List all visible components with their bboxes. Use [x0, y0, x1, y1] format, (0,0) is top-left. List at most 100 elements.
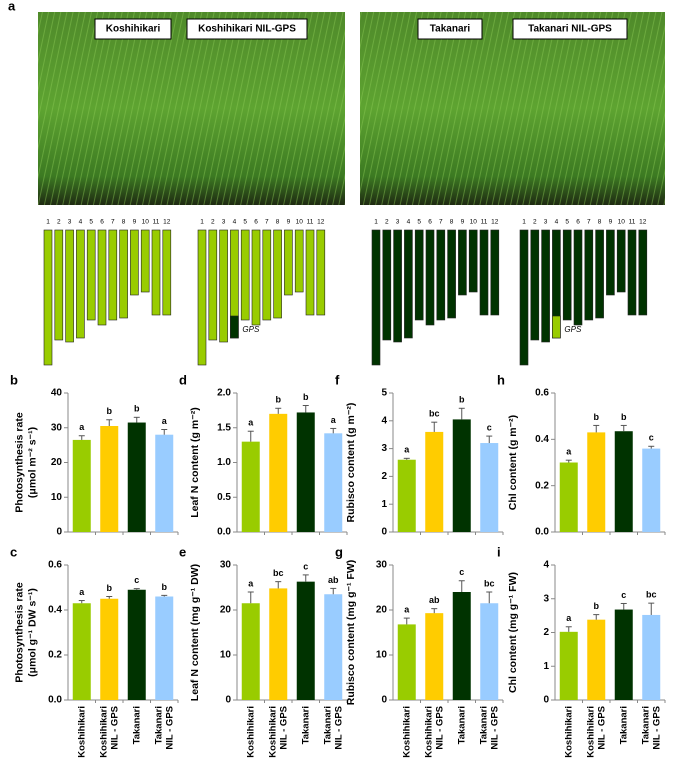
x-tick-label: Koshihikari: [585, 706, 596, 758]
chromosome-number: 9: [609, 219, 613, 226]
y-tick-label: 0.6: [535, 388, 549, 399]
chromosome: [490, 229, 500, 316]
bar: [324, 594, 343, 700]
y-tick-label: 2: [543, 627, 549, 638]
chromosome: [54, 229, 64, 341]
chromosome: [97, 229, 107, 326]
chromosome-number: 12: [317, 219, 325, 226]
significance-label: b: [594, 601, 600, 611]
significance-label: ab: [429, 595, 440, 605]
y-tick-label: 0: [225, 695, 231, 706]
chromosome: [151, 229, 161, 316]
x-tick-label: Takanari: [153, 706, 164, 744]
bar: [452, 419, 471, 532]
significance-label: c: [621, 590, 626, 600]
y-tick-label: 0.0: [535, 527, 549, 538]
bar: [155, 596, 174, 700]
x-tick-label: Koshihikari: [563, 706, 574, 758]
photos: Koshihikari Koshihikari NIL-GPS Takanari…: [38, 12, 665, 205]
bar: [587, 619, 606, 700]
significance-label: b: [276, 395, 282, 405]
chromosome-number: 12: [163, 219, 171, 226]
photo-label: Koshihikari: [106, 24, 161, 35]
label-box: [417, 18, 483, 40]
chromosome: [119, 229, 128, 319]
chromosome: [468, 229, 478, 293]
y-tick-label: 10: [51, 492, 63, 503]
x-tick-label: NIL - GPS: [651, 706, 662, 750]
y-tick-label: 0.4: [48, 605, 62, 616]
y-tick-label: 3: [543, 593, 549, 604]
chromosome: [208, 229, 218, 341]
label-box: [94, 18, 172, 40]
bar: [397, 459, 416, 532]
y-tick-label: 1.0: [217, 457, 231, 468]
label-box: [512, 18, 628, 40]
chromosome-number: 8: [122, 219, 126, 226]
chromosome: [284, 229, 293, 296]
y-axis-label: (μmol g⁻¹ DW s⁻¹): [26, 588, 38, 677]
x-tick-label: Takanari: [300, 706, 311, 744]
bar: [559, 462, 578, 532]
significance-label: a: [79, 422, 85, 432]
y-axis-label: Photosynthesis rate: [13, 412, 25, 513]
x-tick-label: NIL - GPS: [278, 706, 289, 750]
significance-label: b: [303, 392, 309, 402]
bar: [452, 592, 471, 700]
chromosome: [573, 229, 583, 326]
chromosome: [43, 229, 53, 366]
panel-letter: a: [8, 0, 16, 13]
x-tick-label: Koshihikari: [76, 706, 87, 758]
significance-label: a: [404, 604, 410, 614]
chromosome-number: 6: [428, 219, 432, 226]
bar: [127, 589, 146, 700]
x-tick-label: Takanari: [131, 706, 142, 744]
significance-label: b: [162, 582, 168, 592]
bar: [72, 439, 91, 532]
significance-label: c: [303, 561, 308, 571]
y-tick-label: 4: [543, 560, 549, 571]
bar: [324, 433, 343, 532]
significance-label: bc: [646, 590, 657, 600]
chromosome: [595, 229, 604, 319]
bar: [425, 613, 444, 700]
y-tick-label: 2: [381, 471, 387, 482]
panel-letter: h: [497, 372, 505, 387]
chromosome-number: 4: [233, 219, 237, 226]
chromosome-number: 11: [481, 219, 488, 226]
bar: [296, 581, 315, 700]
significance-label: b: [594, 412, 600, 422]
significance-label: a: [404, 445, 410, 455]
chromosome-number: 11: [629, 219, 636, 226]
chromosome: [393, 229, 402, 343]
chromosome: [425, 229, 435, 326]
significance-label: b: [107, 583, 113, 593]
y-tick-label: 30: [51, 422, 63, 433]
x-tick-label: NIL - GPS: [489, 706, 500, 750]
chromosome: [627, 229, 637, 316]
x-tick-label: Koshihikari: [267, 706, 278, 758]
bar: [241, 603, 260, 700]
panel-letter: e: [179, 544, 186, 559]
y-tick-label: 3: [381, 443, 387, 454]
chromosome-number: 7: [265, 219, 269, 226]
bar: [587, 432, 606, 532]
y-axis-label: Chl content (g m⁻²): [507, 415, 519, 510]
significance-label: c: [134, 575, 139, 585]
significance-label: a: [248, 418, 254, 428]
photo-label: Takanari NIL-GPS: [528, 24, 612, 35]
y-tick-label: 0: [543, 695, 549, 706]
significance-label: b: [459, 395, 465, 405]
y-tick-label: 20: [376, 605, 388, 616]
y-axis-label: (μmol m⁻² s⁻¹): [26, 427, 38, 498]
y-tick-label: 0.2: [48, 650, 62, 661]
photo-texture: [360, 12, 665, 205]
y-tick-label: 0.5: [217, 492, 231, 503]
bar: [614, 431, 633, 532]
chromosome: [294, 229, 304, 293]
y-tick-label: 0: [381, 695, 387, 706]
chromosome: [108, 229, 118, 321]
y-tick-label: 2.0: [217, 388, 231, 399]
x-tick-label: Takanari: [640, 706, 651, 744]
